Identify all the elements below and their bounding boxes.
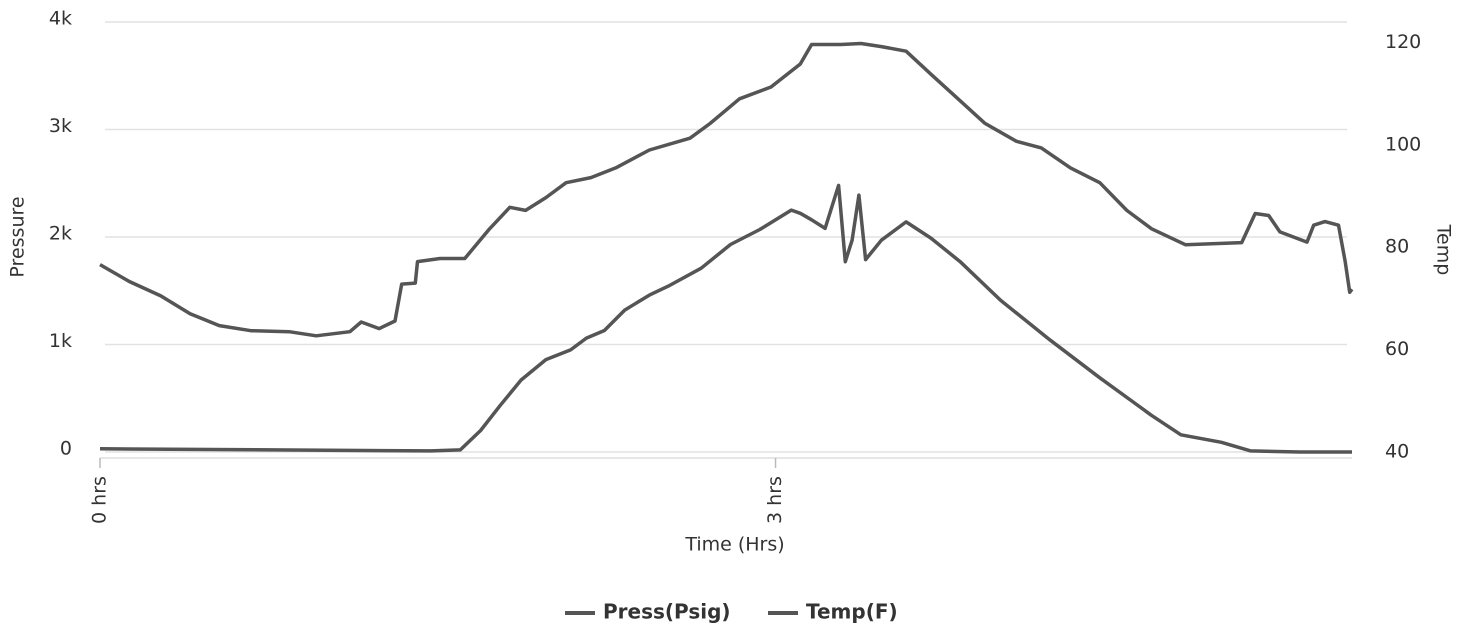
data-line [99, 183, 1352, 454]
y-tick-label: 4k [49, 8, 72, 30]
y2-tick-label: 40 [1385, 441, 1409, 463]
x-tick-label: 0 hrs [89, 476, 111, 524]
data-line [99, 41, 1354, 338]
y2-tick-label: 60 [1385, 338, 1409, 360]
legend-text: Temp(F) [806, 600, 898, 624]
y2-tick-label: 100 [1385, 133, 1421, 155]
y-tick-label: 3k [49, 115, 72, 137]
y-tick-label: 0 [60, 438, 72, 460]
y-axis-title: Pressure [7, 196, 29, 277]
y2-axis-title: Temp [1433, 224, 1455, 276]
x-axis-title: Time (Hrs) [684, 534, 784, 556]
y-tick-label: 1k [49, 330, 72, 352]
y2-tick-label: 120 [1385, 31, 1421, 53]
y-tick-label: 2k [49, 223, 72, 245]
y2-tick-label: 80 [1385, 236, 1409, 258]
x-tick-label: 3 hrs [764, 476, 786, 524]
legend-text: Press(Psig) [603, 600, 731, 624]
